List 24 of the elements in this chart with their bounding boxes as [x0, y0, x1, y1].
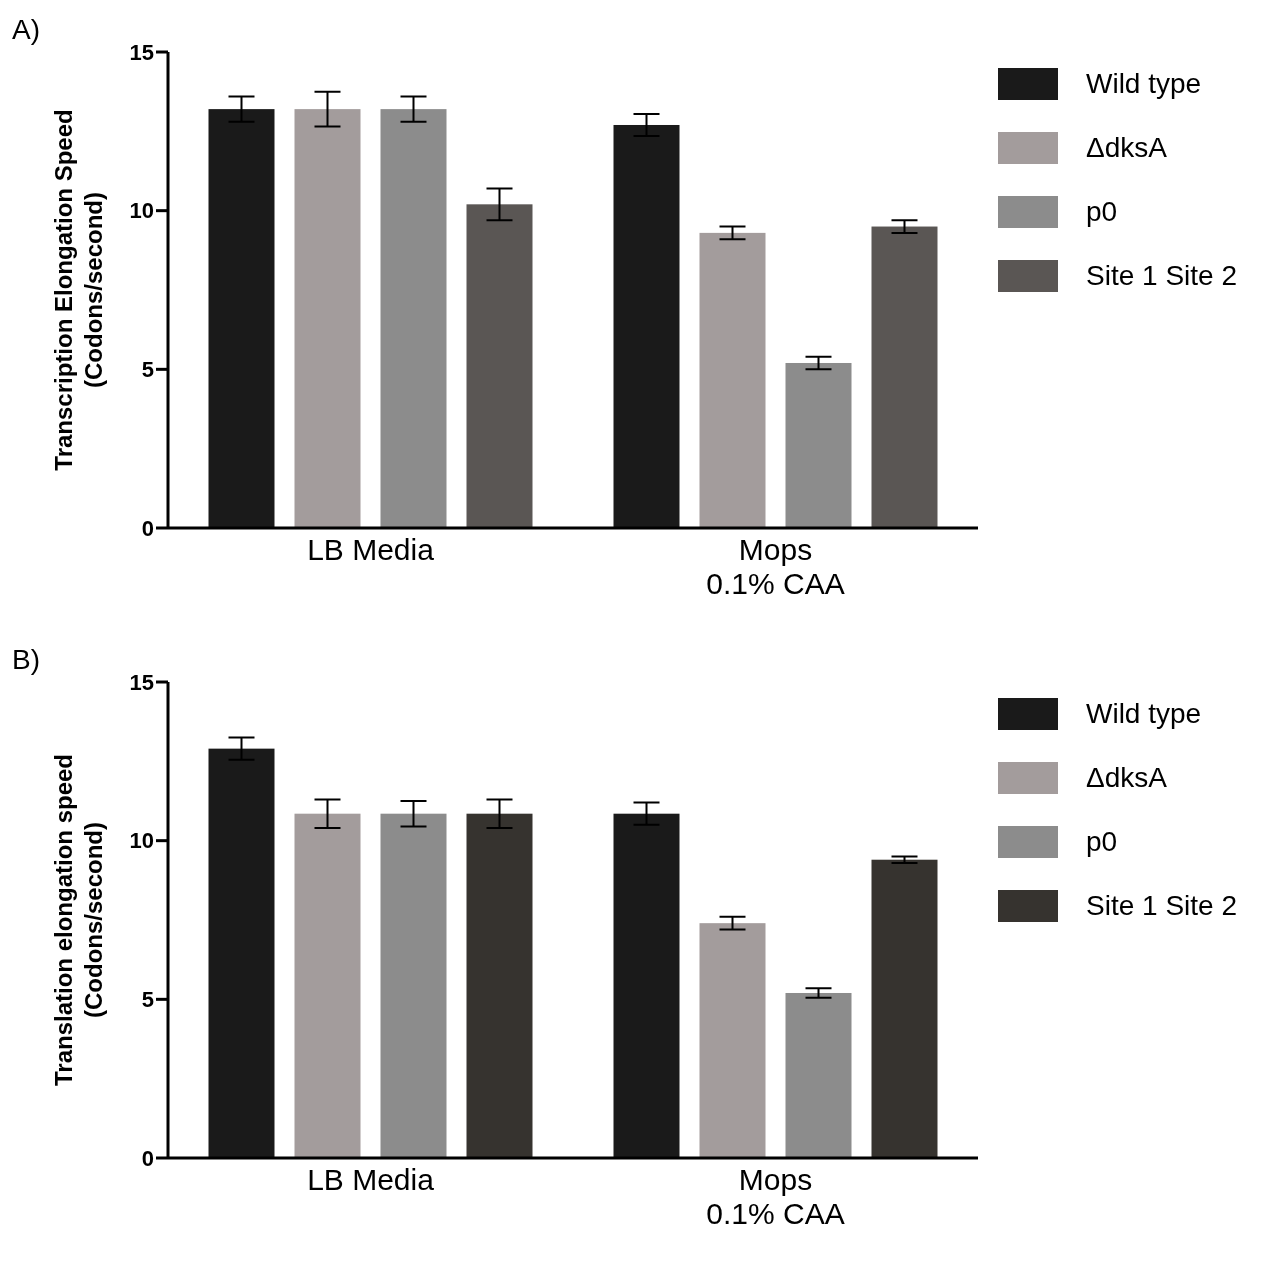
y-axis-title: Transcription Elongation Speed (Codons/second) — [50, 109, 107, 471]
legend-label: Wild type — [1086, 698, 1202, 730]
legend-label: Site 1 Site 2 — [1086, 890, 1237, 922]
x-tick-label: LB Media — [307, 1163, 435, 1196]
x-tick-label: Mops 0.1% CAA — [706, 1163, 845, 1230]
y-tick-label: 0 — [141, 1145, 154, 1171]
x-tick-label: Mops 0.1% CAA — [706, 533, 845, 600]
text: A) — [12, 14, 40, 46]
y-tick-label: 10 — [129, 198, 154, 224]
legend-label: Site 1 Site 2 — [1086, 260, 1237, 292]
y-axis-title: Translation elongation speed (Codons/second) — [50, 753, 107, 1087]
y-tick-label: 5 — [141, 987, 154, 1013]
y-tick-label: 0 — [141, 515, 154, 541]
y-tick-label: 15 — [129, 39, 154, 65]
y-tick-label: 15 — [129, 669, 154, 695]
y-tick-label: 10 — [129, 828, 154, 854]
legend-label: ΔdksA — [1086, 132, 1167, 164]
legend-label: Wild type — [1086, 68, 1202, 100]
x-tick-label: LB Media — [307, 533, 435, 566]
y-tick-label: 5 — [141, 357, 154, 383]
legend-label: p0 — [1086, 826, 1118, 858]
legend-label: ΔdksA — [1086, 762, 1167, 794]
text: B) — [12, 644, 40, 676]
legend-label: p0 — [1086, 196, 1118, 228]
